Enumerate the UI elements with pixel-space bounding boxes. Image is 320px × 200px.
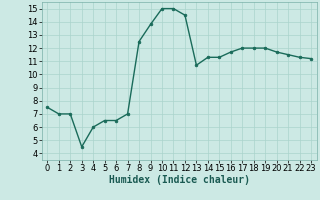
X-axis label: Humidex (Indice chaleur): Humidex (Indice chaleur) <box>109 175 250 185</box>
